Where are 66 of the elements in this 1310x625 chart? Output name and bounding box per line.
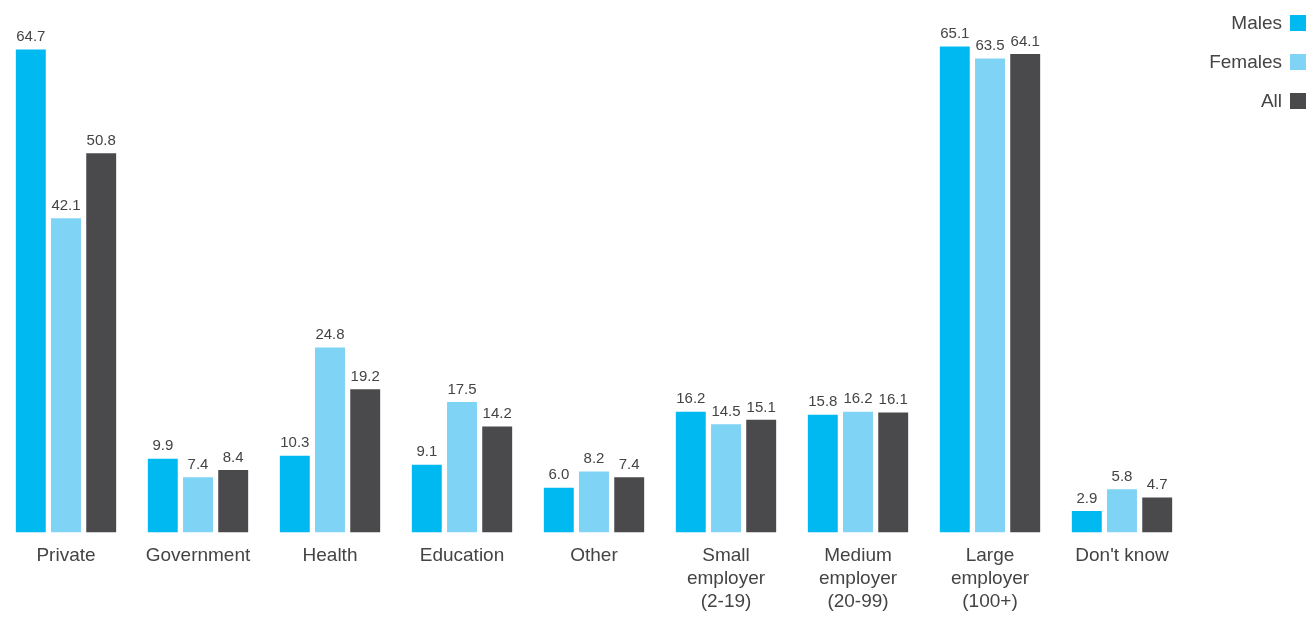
bar (711, 424, 741, 533)
bar (1010, 54, 1041, 533)
data-label: 63.5 (975, 36, 1005, 54)
data-label: 14.5 (711, 401, 741, 419)
x-tick-label: Health (302, 544, 358, 566)
data-label: 14.2 (482, 404, 512, 422)
data-label: 8.2 (583, 449, 605, 467)
data-label: 9.9 (152, 436, 174, 454)
data-label: 15.8 (808, 392, 838, 410)
bar (51, 218, 81, 533)
bar (746, 419, 777, 533)
data-label: 16.2 (843, 389, 873, 407)
x-tick-label: Education (419, 544, 505, 566)
data-label: 16.2 (676, 389, 706, 407)
data-label: 7.4 (618, 454, 640, 472)
bar (1142, 497, 1173, 533)
data-label: 10.3 (280, 433, 310, 451)
bar (411, 464, 442, 533)
data-label: 5.8 (1111, 466, 1133, 484)
bar (350, 389, 381, 533)
bar (1107, 489, 1137, 533)
data-label: 4.7 (1146, 475, 1168, 493)
data-label: 15.1 (746, 397, 776, 415)
bar (315, 347, 345, 533)
x-tick-label: Government (145, 544, 251, 566)
data-label: 64.7 (16, 27, 46, 45)
x-tick-label: Don't know (1075, 544, 1169, 566)
x-tick-label: Small employer (2-19) (686, 544, 766, 611)
bar (447, 401, 477, 533)
x-tick-label: Large employer (100+) (950, 544, 1030, 611)
legend-label: All (1260, 90, 1282, 112)
bar (15, 49, 46, 533)
bar (218, 469, 249, 533)
bar (543, 487, 574, 533)
x-tick-label: Other (570, 544, 619, 566)
bar (579, 471, 609, 533)
bar (675, 411, 706, 533)
x-tick-label: Private (36, 544, 96, 566)
data-label: 65.1 (940, 24, 970, 42)
bar (482, 426, 513, 533)
data-label: 16.1 (878, 390, 908, 408)
bar (614, 477, 645, 533)
data-label: 9.1 (416, 442, 438, 460)
bar (183, 477, 213, 533)
bar (975, 58, 1005, 533)
data-label: 64.1 (1010, 31, 1040, 49)
data-label: 42.1 (51, 195, 81, 213)
legend-label: Females (1209, 51, 1282, 73)
bar (807, 414, 838, 533)
bar (279, 455, 310, 533)
bar (878, 412, 909, 533)
data-label: 19.2 (350, 366, 380, 384)
data-label: 2.9 (1076, 488, 1098, 506)
legend-label: Males (1231, 12, 1282, 34)
bar (939, 46, 970, 533)
data-label: 8.4 (222, 447, 244, 465)
bar (843, 411, 873, 533)
data-label: 17.5 (447, 379, 477, 397)
bar (86, 153, 117, 533)
data-label: 24.8 (315, 325, 345, 343)
x-tick-label: Medium employer (20-99) (818, 544, 898, 611)
data-label: 50.8 (86, 130, 116, 148)
data-label: 7.4 (187, 454, 209, 472)
bar (147, 458, 178, 533)
data-label: 6.0 (548, 465, 570, 483)
bar (1071, 510, 1102, 533)
